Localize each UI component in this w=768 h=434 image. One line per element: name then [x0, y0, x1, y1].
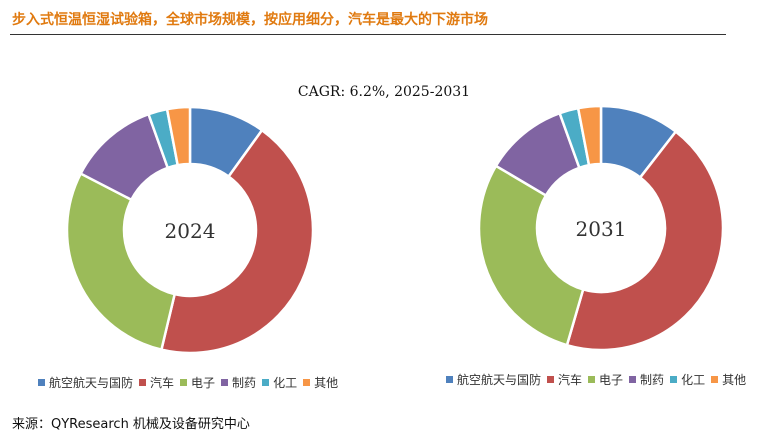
- legend-label: 电子: [191, 376, 216, 390]
- legend-swatch: [221, 379, 229, 386]
- donut-slice-3: [477, 164, 585, 347]
- legend-label: 制药: [232, 376, 257, 390]
- center-year-label: 2031: [576, 217, 627, 241]
- legend-item: 制药: [221, 374, 256, 391]
- donut-chart-2031: 2031: [477, 104, 725, 352]
- donut-slice-2: [565, 129, 725, 352]
- legend-label: 电子: [599, 373, 624, 387]
- donut-slice-3: [65, 171, 177, 352]
- donut-slice-2: [159, 128, 315, 355]
- donut-slice-6: [576, 104, 603, 167]
- legend-item: 汽车: [547, 371, 582, 388]
- legend-swatch: [139, 379, 147, 386]
- legend-label: 航空航天与国防: [457, 373, 542, 387]
- legend-label: 汽车: [558, 373, 583, 387]
- legend-item: 电子: [180, 374, 215, 391]
- legend-label: 其他: [314, 376, 339, 390]
- legend-swatch: [711, 376, 719, 383]
- source-note: 来源：QYResearch 机械及设备研究中心: [12, 417, 250, 432]
- legend-label: 汽车: [150, 376, 175, 390]
- legend-swatch: [303, 379, 311, 386]
- legend-item: 电子: [588, 371, 623, 388]
- legend-label: 化工: [681, 373, 706, 387]
- legend-2024: 航空航天与国防 汽车 电子 制药 化工 其他: [38, 374, 344, 391]
- title-divider: [10, 34, 726, 35]
- donut-slice-6: [165, 105, 192, 167]
- legend-item: 化工: [670, 371, 705, 388]
- legend-item: 其他: [303, 374, 338, 391]
- legend-swatch: [547, 376, 555, 383]
- legend-swatch: [446, 376, 453, 383]
- legend-item: 汽车: [139, 374, 174, 391]
- legend-item: 航空航天与国防: [446, 371, 541, 388]
- cagr-label: CAGR: 6.2%, 2025-2031: [297, 84, 471, 100]
- legend-swatch: [262, 379, 270, 386]
- legend-swatch: [670, 376, 678, 383]
- legend-item: 制药: [629, 371, 664, 388]
- legend-label: 制药: [640, 373, 665, 387]
- legend-label: 化工: [273, 376, 298, 390]
- legend-item: 其他: [711, 371, 746, 388]
- donut-chart-2024: 2024: [65, 105, 315, 355]
- legend-label: 其他: [722, 373, 747, 387]
- legend-swatch: [588, 376, 596, 383]
- center-year-label: 2024: [165, 219, 216, 243]
- legend-swatch: [629, 376, 637, 383]
- legend-2031: 航空航天与国防 汽车 电子 制药 化工 其他: [446, 371, 752, 388]
- page-title: 步入式恒温恒湿试验箱，全球市场规模，按应用细分，汽车是最大的下游市场: [12, 12, 488, 28]
- legend-swatch: [38, 379, 45, 386]
- legend-item: 航空航天与国防: [38, 374, 133, 391]
- legend-label: 航空航天与国防: [49, 376, 134, 390]
- legend-item: 化工: [262, 374, 297, 391]
- legend-swatch: [180, 379, 188, 386]
